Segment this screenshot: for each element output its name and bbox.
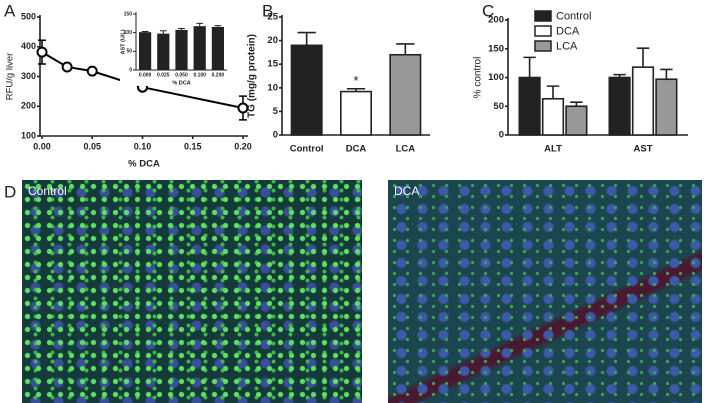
y-tick-label: 10 (267, 82, 278, 93)
panel-label: A (4, 1, 16, 20)
y-tick-label: 150 (124, 11, 133, 17)
y-tick-label: 25 (267, 12, 278, 23)
y-axis-label: AST (U/L) (120, 29, 126, 54)
y-tick-label: 200 (21, 101, 36, 111)
x-tick-label: 0.100 (193, 72, 206, 78)
legend-label: LCA (556, 40, 578, 52)
error-bar (196, 22, 204, 27)
panel-label: C (482, 1, 494, 20)
y-tick-label: 50 (126, 49, 132, 55)
x-tick-label: LCA (396, 144, 416, 155)
legend-swatch (534, 10, 552, 22)
y-tick-label: 200 (488, 15, 504, 26)
x-tick-label: 0.000 (139, 72, 152, 78)
y-tick-label: 0 (129, 67, 132, 73)
marker (237, 102, 249, 114)
bar (157, 33, 170, 71)
x-tick-label: 0.200 (212, 72, 225, 78)
error-bar (396, 43, 415, 55)
y-tick-label: 100 (124, 30, 133, 36)
x-tick-label: ALT (544, 144, 562, 155)
y-tick-label: 0 (273, 130, 278, 141)
micrograph: DCA (388, 180, 702, 403)
y-tick-label: 50 (493, 101, 504, 112)
y-tick-label: 500 (21, 11, 36, 21)
y-tick-label: 15 (267, 59, 278, 70)
bar (608, 76, 631, 136)
bar (193, 26, 206, 71)
y-tick-label: 100 (488, 72, 504, 83)
marker (61, 61, 73, 73)
y-tick-label: 100 (21, 130, 36, 140)
y-tick-label: 0 (499, 130, 504, 141)
legend-label: DCA (556, 25, 580, 37)
legend-label: Control (556, 10, 591, 22)
annotation: * (353, 73, 358, 88)
error-bar (523, 56, 536, 78)
x-tick-label: 0.15 (184, 141, 202, 151)
bar (389, 53, 422, 136)
bar (631, 66, 655, 136)
bar (175, 29, 188, 71)
x-axis-label: % DCA (128, 159, 160, 170)
y-tick-label: 5 (273, 106, 279, 117)
y-axis-label: RFU/g liver (5, 53, 16, 101)
error-bar (297, 31, 316, 46)
error-bar (159, 30, 167, 35)
x-tick-label: 0.10 (134, 141, 152, 151)
bar (290, 44, 323, 136)
x-tick-label: DCA (346, 144, 367, 155)
bar (655, 78, 678, 136)
x-tick-label: 0.050 (175, 72, 188, 78)
y-tick-label: 300 (21, 71, 36, 81)
bar (340, 90, 372, 136)
error-bar (636, 47, 650, 68)
bar (541, 97, 565, 136)
x-tick-label: 0.20 (234, 141, 252, 151)
micrograph: Control (22, 180, 362, 403)
y-tick-label: 150 (488, 43, 504, 54)
bar (518, 76, 541, 136)
x-tick-label: AST (634, 144, 653, 155)
bar (565, 105, 588, 136)
panel-label: B (262, 1, 273, 20)
y-axis-label: TG (mg/g protein) (247, 34, 258, 118)
y-axis-label: % control (473, 57, 484, 99)
x-axis-label: % DCA (172, 80, 190, 86)
panel-label: D (4, 182, 16, 201)
error-bar (546, 85, 560, 99)
x-tick-label: Control (290, 144, 324, 155)
error-bar (660, 68, 673, 80)
x-tick-label: 0.025 (157, 72, 170, 78)
marker (86, 65, 98, 77)
x-tick-label: 0.00 (33, 141, 51, 151)
micrograph-label: DCA (394, 184, 420, 198)
legend-swatch (534, 25, 552, 37)
y-tick-label: 400 (21, 41, 36, 51)
x-tick-label: 0.05 (83, 141, 101, 151)
legend-swatch (534, 40, 552, 52)
bar (138, 32, 152, 71)
marker (36, 46, 48, 58)
y-tick-label: 20 (267, 35, 278, 46)
bar (211, 26, 225, 71)
micrograph-label: Control (28, 184, 67, 198)
